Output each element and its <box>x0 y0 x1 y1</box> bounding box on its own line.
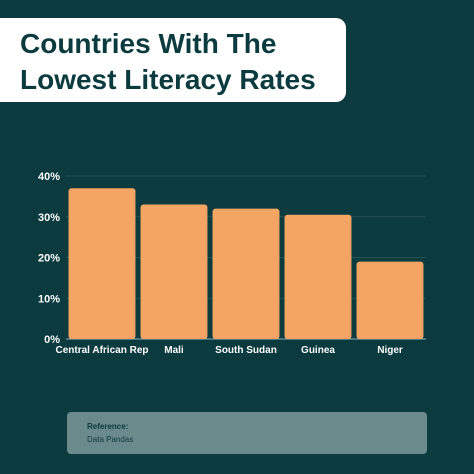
x-category-label: Mali <box>164 345 184 356</box>
reference-label: Reference: <box>87 422 129 431</box>
y-tick-label: 0% <box>44 334 60 346</box>
x-category-label: South Sudan <box>215 345 277 356</box>
reference-box: Reference: Data Pandas <box>67 412 427 454</box>
y-tick-label: 40% <box>38 171 60 183</box>
x-category-label: Guinea <box>301 345 335 356</box>
x-category-label: Niger <box>377 345 403 356</box>
x-category-label: Central African Rep <box>56 345 149 356</box>
y-tick-label: 10% <box>38 293 60 305</box>
chart-title-line-2: Lowest Literacy Rates <box>20 64 316 95</box>
reference-source: Data Pandas <box>87 435 134 444</box>
y-tick-label: 20% <box>38 253 60 265</box>
bar <box>68 188 136 339</box>
bar <box>356 261 424 339</box>
chart-title-line-1: Countries With The <box>20 28 277 59</box>
bar <box>212 208 280 339</box>
bar <box>284 214 352 339</box>
bar <box>140 204 208 339</box>
y-tick-label: 30% <box>38 212 60 224</box>
title-card: Countries With The Lowest Literacy Rates <box>0 18 346 102</box>
